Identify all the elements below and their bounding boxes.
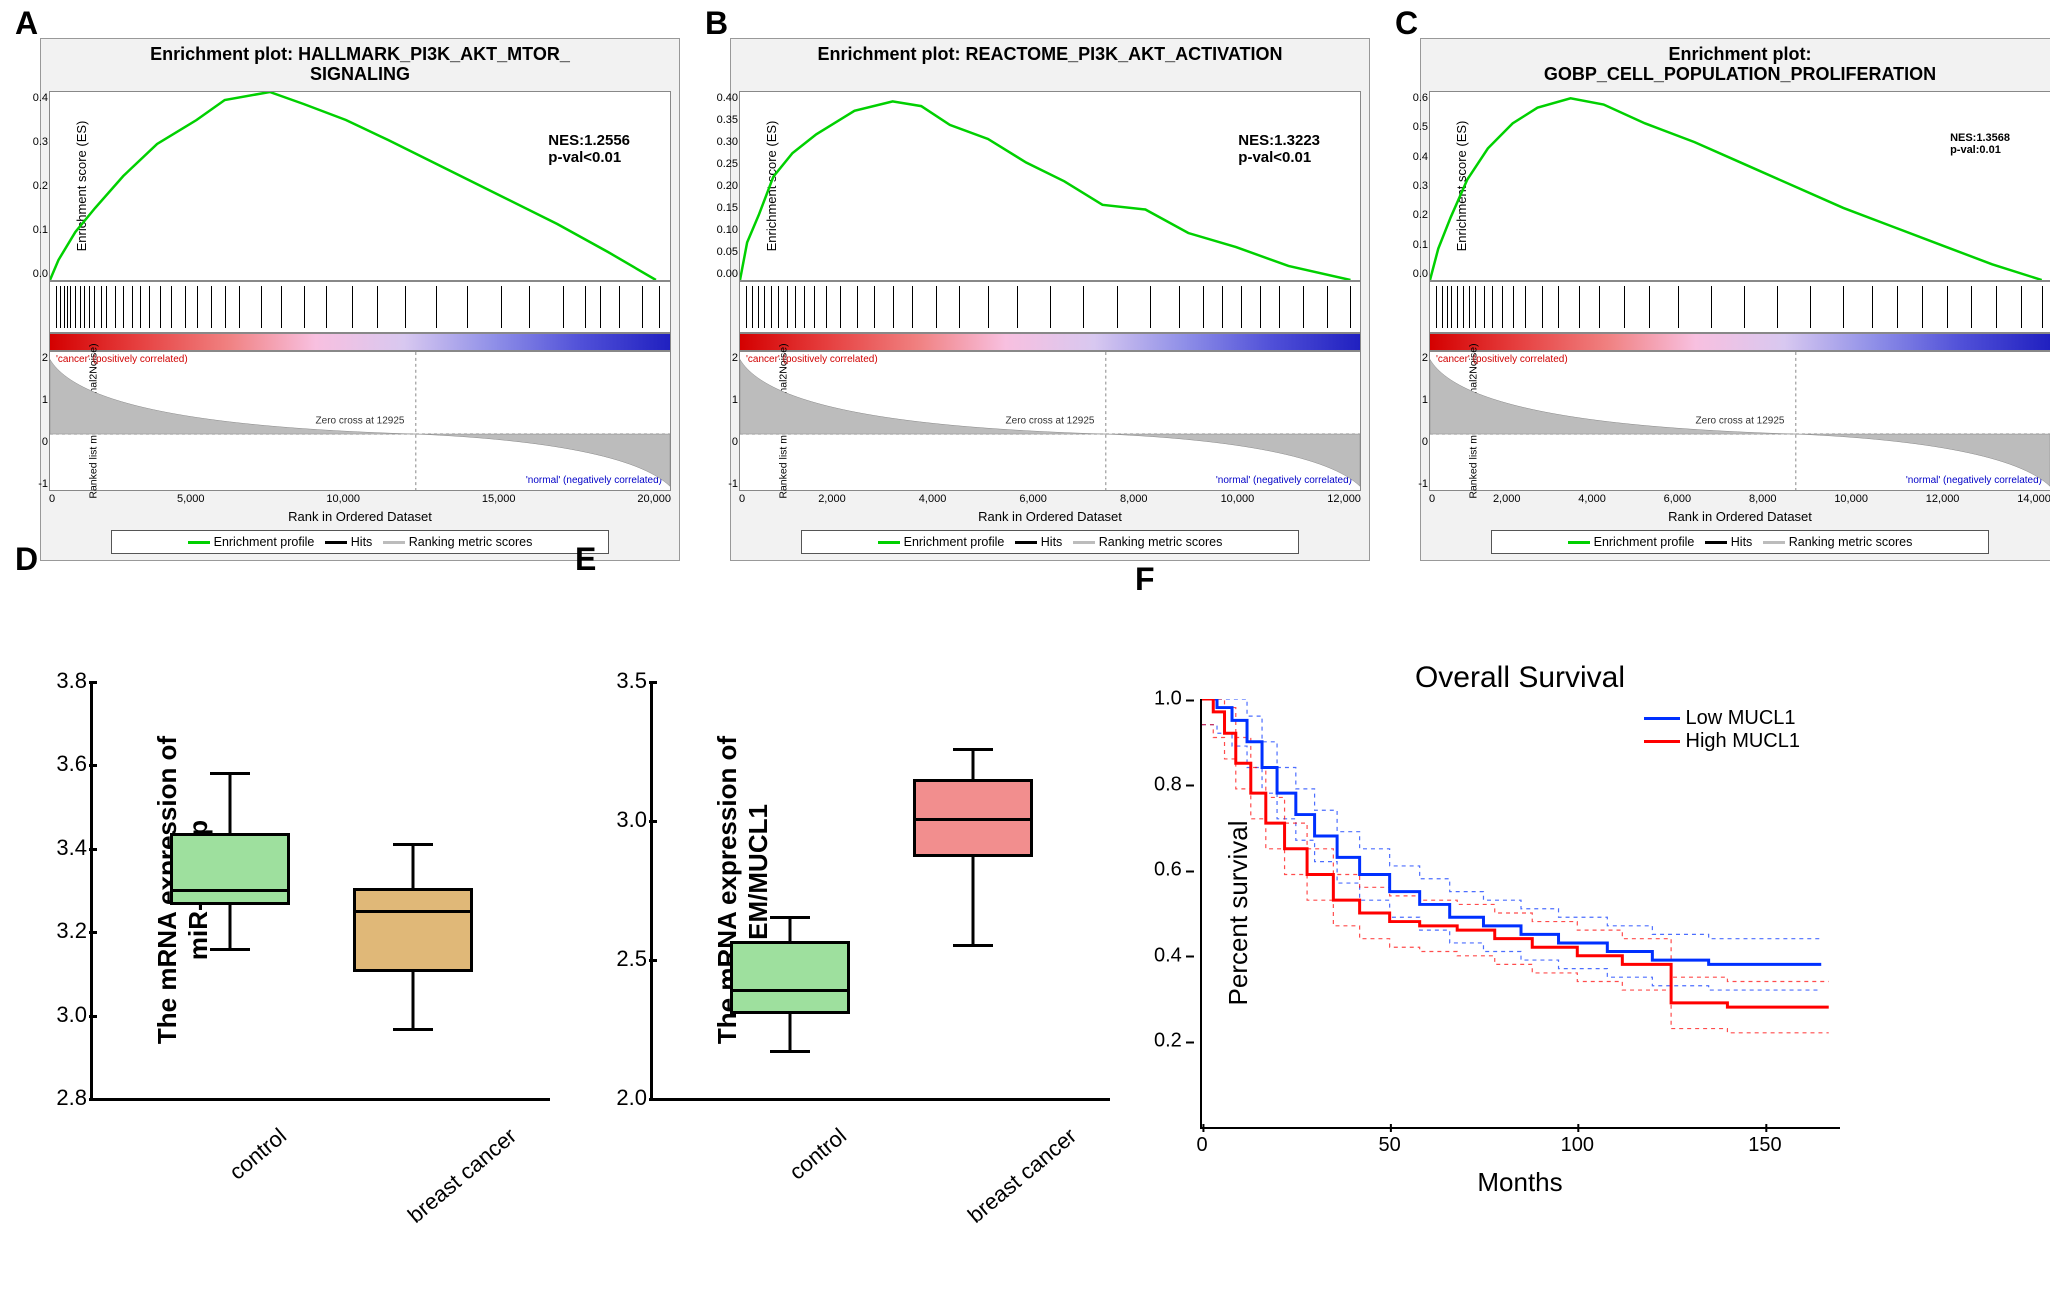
- gsea-title: Enrichment plot: REACTOME_PI3K_AKT_ACTIV…: [739, 45, 1361, 87]
- panel-label-A: A: [15, 5, 38, 42]
- gsea-rank-metric: -1012Ranked list metric (Signal2Noise)'c…: [1429, 351, 2050, 491]
- gsea-hits: [739, 281, 1361, 333]
- survival-title: Overall Survival: [1200, 661, 1840, 695]
- row-1: A Enrichment plot: HALLMARK_PI3K_AKT_MTO…: [20, 10, 2030, 561]
- panel-A: A Enrichment plot: HALLMARK_PI3K_AKT_MTO…: [20, 10, 680, 561]
- gsea-rank-metric: -1012Ranked list metric (Signal2Noise)'c…: [49, 351, 671, 491]
- gsea-title: Enrichment plot: HALLMARK_PI3K_AKT_MTOR_…: [49, 45, 671, 87]
- gsea-es-curve: 0.000.050.100.150.200.250.300.350.40Enri…: [739, 91, 1361, 281]
- gsea-legend: Enrichment profile Hits Ranking metric s…: [801, 530, 1299, 554]
- panel-label-C: C: [1395, 5, 1418, 42]
- gsea-es-curve: 0.00.10.20.30.4Enrichment score (ES)NES:…: [49, 91, 671, 281]
- survival-plot-F: Overall Survival Percent survival0.20.40.…: [1200, 661, 1840, 1198]
- gsea-rank-metric: -1012Ranked list metric (Signal2Noise)'c…: [739, 351, 1361, 491]
- gsea-heatmap: [49, 333, 671, 351]
- panel-E: E The mRNA expression of SBEM/MUCL12.02.…: [580, 601, 1110, 1198]
- panel-B: B Enrichment plot: REACTOME_PI3K_AKT_ACT…: [710, 10, 1370, 561]
- row-2: D The mRNA expression of miR-186-5p2.83.…: [20, 601, 2030, 1198]
- gsea-plot-A: Enrichment plot: HALLMARK_PI3K_AKT_MTOR_…: [40, 38, 680, 561]
- panel-label-D: D: [15, 541, 38, 578]
- gsea-plot-B: Enrichment plot: REACTOME_PI3K_AKT_ACTIV…: [730, 38, 1370, 561]
- gsea-hits: [1429, 281, 2050, 333]
- gsea-heatmap: [739, 333, 1361, 351]
- gsea-plot-C: Enrichment plot: GOBP_CELL_POPULATION_PR…: [1420, 38, 2050, 561]
- boxplot-E: The mRNA expression of SBEM/MUCL12.02.53…: [650, 681, 1110, 1149]
- survival-stage: Percent survival0.20.40.60.81.0050100150…: [1200, 699, 1840, 1129]
- boxplot-stage: The mRNA expression of SBEM/MUCL12.02.53…: [650, 681, 1110, 1101]
- gsea-hits: [49, 281, 671, 333]
- panel-C: C Enrichment plot: GOBP_CELL_POPULATION_…: [1400, 10, 2050, 561]
- boxplot-stage: The mRNA expression of miR-186-5p2.83.03…: [90, 681, 550, 1101]
- panel-label-E: E: [575, 541, 596, 578]
- gsea-legend: Enrichment profile Hits Ranking metric s…: [1491, 530, 1989, 554]
- panel-label-B: B: [705, 5, 728, 42]
- gsea-title: Enrichment plot: GOBP_CELL_POPULATION_PR…: [1429, 45, 2050, 87]
- gsea-es-curve: 0.00.10.20.30.40.50.6Enrichment score (E…: [1429, 91, 2050, 281]
- gsea-legend: Enrichment profile Hits Ranking metric s…: [111, 530, 609, 554]
- panel-F: F Overall SurvivalPercent survival0.20.4…: [1140, 601, 1840, 1198]
- survival-legend: Low MUCL1High MUCL1: [1644, 707, 1800, 753]
- panel-label-F: F: [1135, 561, 1155, 598]
- boxplot-D: The mRNA expression of miR-186-5p2.83.03…: [90, 681, 550, 1149]
- panel-D: D The mRNA expression of miR-186-5p2.83.…: [20, 601, 550, 1198]
- gsea-heatmap: [1429, 333, 2050, 351]
